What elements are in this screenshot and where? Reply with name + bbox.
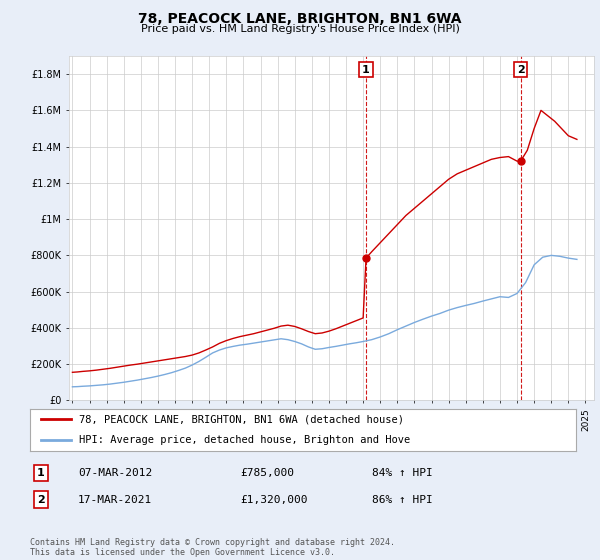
Text: 1: 1 [362,64,370,74]
Text: 78, PEACOCK LANE, BRIGHTON, BN1 6WA: 78, PEACOCK LANE, BRIGHTON, BN1 6WA [138,12,462,26]
Text: 2: 2 [37,494,44,505]
Text: 17-MAR-2021: 17-MAR-2021 [78,494,152,505]
Text: £785,000: £785,000 [240,468,294,478]
Text: HPI: Average price, detached house, Brighton and Hove: HPI: Average price, detached house, Brig… [79,435,410,445]
Text: £1,320,000: £1,320,000 [240,494,308,505]
Text: 1: 1 [37,468,44,478]
Text: 07-MAR-2012: 07-MAR-2012 [78,468,152,478]
Text: Contains HM Land Registry data © Crown copyright and database right 2024.
This d: Contains HM Land Registry data © Crown c… [30,538,395,557]
Text: 84% ↑ HPI: 84% ↑ HPI [372,468,433,478]
Text: 86% ↑ HPI: 86% ↑ HPI [372,494,433,505]
Text: 78, PEACOCK LANE, BRIGHTON, BN1 6WA (detached house): 78, PEACOCK LANE, BRIGHTON, BN1 6WA (det… [79,414,404,424]
Text: Price paid vs. HM Land Registry's House Price Index (HPI): Price paid vs. HM Land Registry's House … [140,24,460,34]
Text: 2: 2 [517,64,524,74]
